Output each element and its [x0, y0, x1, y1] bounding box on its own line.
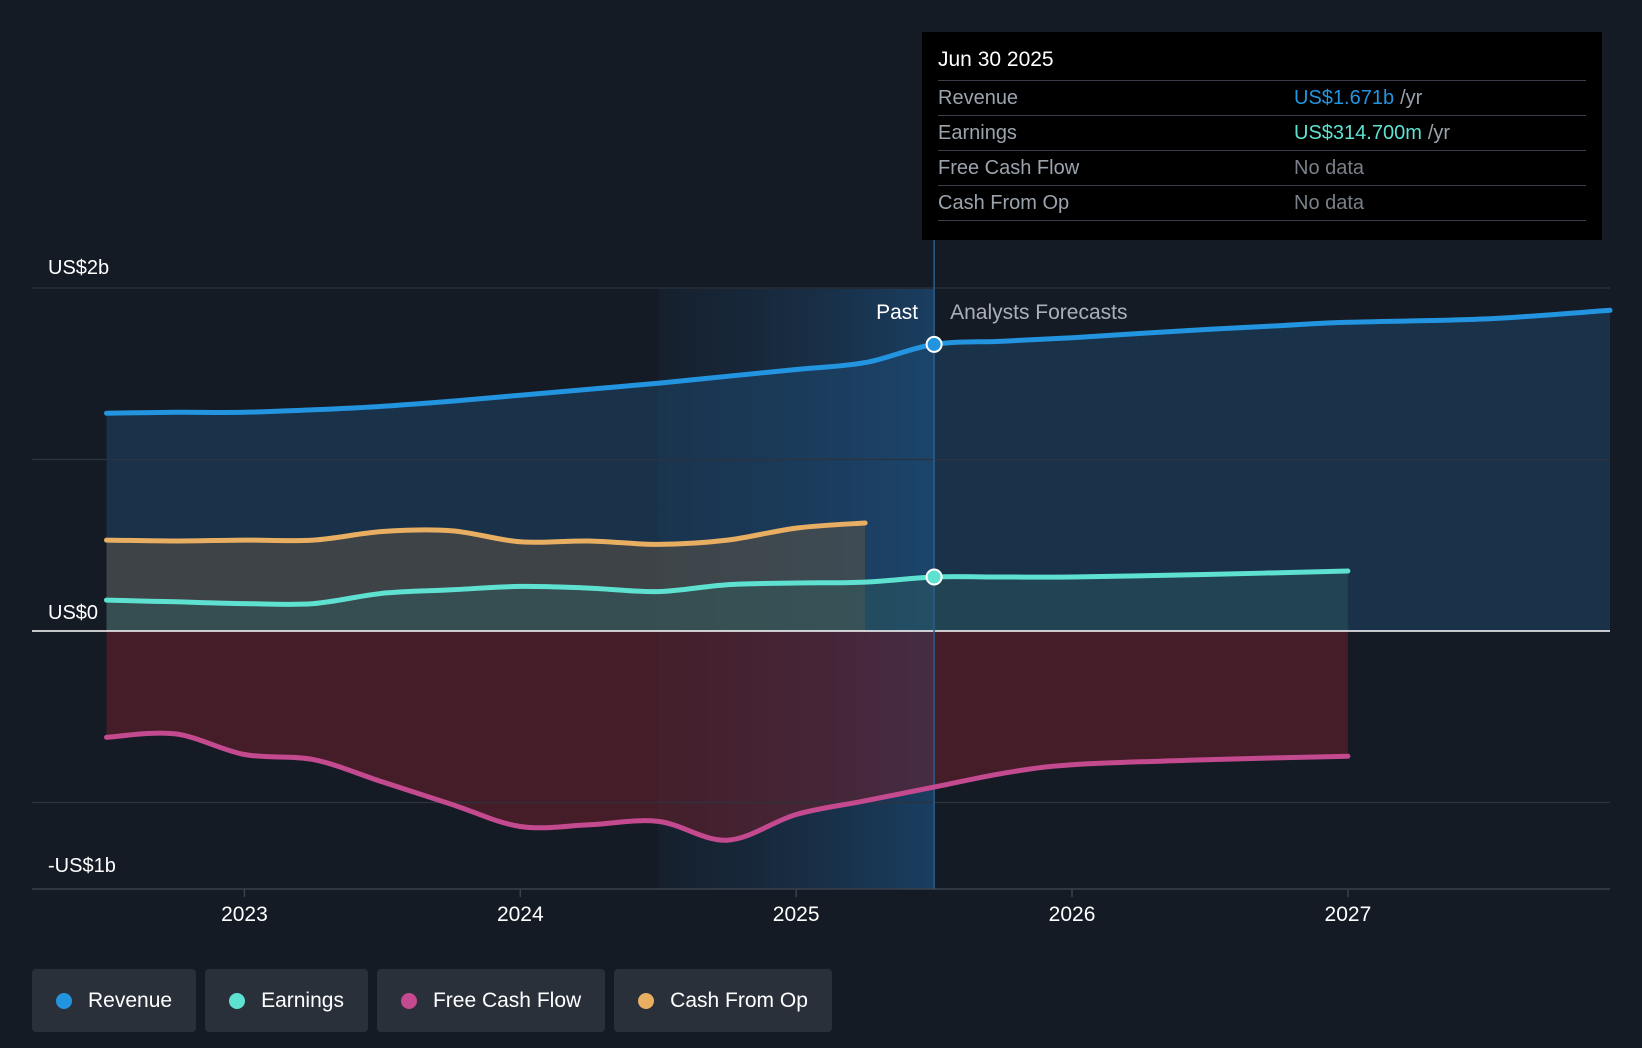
tooltip-label: Revenue	[938, 86, 1019, 109]
y-tick-label: US$2b	[48, 257, 109, 279]
tooltip-date: Jun 30 2025	[938, 48, 1054, 71]
revenue-line	[104, 307, 1613, 416]
tooltip-row: Earnings US$314.700m/yr	[938, 115, 1586, 150]
legend-dot-icon	[229, 992, 246, 1009]
free-cash-flow-line	[104, 730, 1351, 843]
legend-label: Cash From Op	[670, 988, 808, 1012]
tooltip-value: No data	[1294, 156, 1365, 179]
legend-label: Free Cash Flow	[432, 988, 582, 1012]
legend-dot-icon	[400, 992, 417, 1009]
tooltip-label: Cash From Op	[938, 191, 1070, 214]
tooltip-row: Cash From Op No data	[938, 185, 1586, 221]
earnings-area	[106, 571, 1348, 631]
tooltip-row: Revenue US$1.671b/yr	[938, 80, 1586, 115]
legend-item-revenue[interactable]: Revenue	[32, 969, 197, 1032]
legend-item-free-cash-flow[interactable]: Free Cash Flow	[376, 969, 606, 1032]
legend-label: Revenue	[88, 988, 173, 1012]
tooltip-unit: /yr	[1400, 86, 1423, 109]
revenue-area	[106, 310, 1610, 631]
cash-from-op-line	[104, 520, 868, 547]
tooltip-value: US$314.700m	[1294, 121, 1422, 144]
tooltip-label: Earnings	[938, 121, 1017, 144]
revenue-point[interactable]	[925, 335, 943, 353]
x-tick-label: 2025	[773, 903, 820, 926]
x-tick-label: 2027	[1325, 903, 1372, 926]
x-tick-label: 2023	[221, 903, 268, 926]
tooltip-unit: /yr	[1427, 121, 1451, 144]
tooltip-label: Free Cash Flow	[938, 156, 1080, 179]
legend-label: Earnings	[261, 988, 344, 1012]
tooltip-row: Free Cash Flow No data	[938, 150, 1586, 185]
x-tick-label: 2024	[497, 903, 544, 926]
legend-item-earnings[interactable]: Earnings	[205, 969, 368, 1032]
legend: Revenue Earnings Free Cash Flow Cash From O…	[32, 969, 832, 1032]
y-tick-label: -US$1b	[48, 855, 116, 877]
legend-dot-icon	[638, 992, 655, 1009]
x-tick-label: 2026	[1049, 903, 1096, 926]
free-cash-flow-area	[106, 631, 1348, 841]
tooltip-value: No data	[1294, 191, 1365, 214]
legend-item-cash-from-op[interactable]: Cash From Op	[614, 969, 832, 1032]
past-label: Past	[876, 301, 918, 324]
tooltip-value: US$1.671b	[1294, 86, 1395, 109]
legend-dot-icon	[56, 992, 72, 1009]
earnings-point[interactable]	[925, 568, 943, 586]
y-tick-label: US$0	[48, 602, 98, 624]
earnings-line	[104, 568, 1351, 607]
forecast-label: Analysts Forecasts	[950, 301, 1127, 324]
tooltip: Jun 30 2025 Revenue US$1.671b/yr Earnings U…	[922, 32, 1602, 240]
